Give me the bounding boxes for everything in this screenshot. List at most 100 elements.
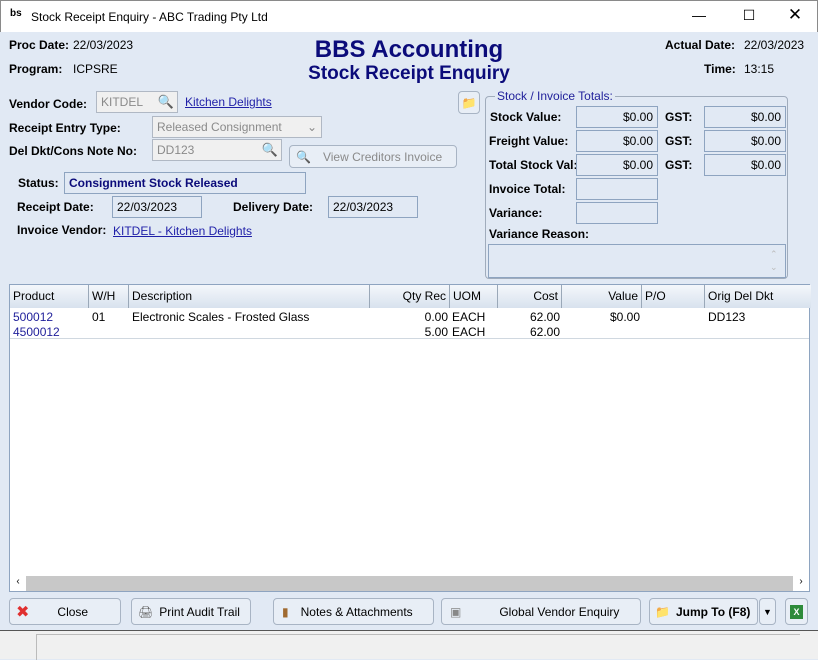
- clipboard-icon: ▮: [282, 604, 289, 619]
- folder-add-icon[interactable]: 📁: [458, 91, 480, 114]
- scroll-left-arrow[interactable]: ‹: [10, 576, 26, 591]
- jump-to-button[interactable]: 📁 Jump To (F8): [649, 598, 758, 625]
- vendor-code-value: KITDEL: [101, 95, 144, 109]
- close-button[interactable]: ✖ Close: [9, 598, 121, 625]
- warehouse: 01: [92, 310, 106, 324]
- app-title: BBS Accounting: [314, 36, 504, 63]
- scroll-right-arrow[interactable]: ›: [793, 576, 809, 591]
- receipt-lines-grid: Product W/H Description Qty Rec UOM Cost…: [9, 284, 811, 592]
- uom: EACH: [452, 310, 486, 324]
- cost: 62.00: [529, 310, 560, 324]
- view-invoice-label: View Creditors Invoice: [322, 149, 443, 164]
- col-value[interactable]: Value: [562, 285, 642, 308]
- invoice-vendor-label: Invoice Vendor:: [17, 223, 107, 237]
- search-icon[interactable]: 🔍: [157, 94, 174, 109]
- excel-icon: X: [790, 604, 803, 619]
- freight-value: $0.00: [576, 130, 658, 152]
- variance-reason-field[interactable]: [488, 244, 786, 278]
- view-creditors-invoice-button[interactable]: 🔍 View Creditors Invoice: [289, 145, 457, 168]
- delivery-date-label: Delivery Date:: [233, 200, 314, 214]
- description: Electronic Scales - Frosted Glass: [132, 310, 310, 324]
- print-label: Print Audit Trail: [159, 604, 240, 619]
- status-label: Status:: [18, 176, 59, 190]
- caret-down-icon: ▼: [763, 606, 772, 617]
- folder-icon: 📁: [655, 604, 670, 619]
- invoice-vendor-link[interactable]: KITDEL - Kitchen Delights: [113, 224, 252, 238]
- screen-title: Stock Receipt Enquiry: [308, 63, 510, 84]
- textarea-scroll-arrows[interactable]: ⌃ ⌄: [770, 249, 778, 272]
- horizontal-scrollbar[interactable]: ‹ ›: [10, 576, 809, 591]
- totals-legend: Stock / Invoice Totals:: [495, 89, 615, 103]
- col-uom[interactable]: UOM: [450, 285, 498, 308]
- uom: EACH: [452, 325, 486, 339]
- status-bar: [0, 630, 818, 660]
- invoice-total: [576, 178, 658, 200]
- maximize-button[interactable]: ☐: [742, 7, 756, 23]
- receipt-date-label: Receipt Date:: [17, 200, 94, 214]
- global-vendor-enquiry-button[interactable]: ▣ Global Vendor Enquiry: [441, 598, 641, 625]
- program-label: Program:: [9, 62, 63, 76]
- del-dkt-label: Del Dkt/Cons Note No:: [9, 144, 138, 158]
- jump-to-dropdown[interactable]: ▼: [759, 598, 776, 625]
- invoice-total-label: Invoice Total:: [489, 182, 566, 196]
- close-icon: ✖: [16, 603, 30, 621]
- cabinet-icon: ▣: [450, 604, 462, 619]
- gst-total: $0.00: [704, 154, 786, 176]
- gst-freight: $0.00: [704, 130, 786, 152]
- proc-date-label: Proc Date:: [9, 38, 70, 52]
- del-dkt-field[interactable]: DD123 🔍: [152, 139, 282, 161]
- orig-del-dkt: DD123: [708, 310, 746, 324]
- status-field: Consignment Stock Released: [64, 172, 306, 194]
- export-excel-button[interactable]: X: [785, 598, 808, 625]
- value: $0.00: [609, 310, 640, 324]
- receipt-type-value: Released Consignment: [157, 120, 282, 134]
- col-wh[interactable]: W/H: [89, 285, 129, 308]
- bbs-logo-icon: bs: [10, 8, 22, 19]
- gst-label: GST:: [665, 110, 693, 124]
- notes-attachments-button[interactable]: ▮ Notes & Attachments: [273, 598, 434, 625]
- total-stock: $0.00: [576, 154, 658, 176]
- search-icon[interactable]: 🔍: [261, 142, 278, 157]
- variance-reason-label: Variance Reason:: [489, 227, 590, 241]
- col-qty-rec[interactable]: Qty Rec: [370, 285, 450, 308]
- delivery-date-field: 22/03/2023: [328, 196, 418, 218]
- product-code: 4500012: [13, 325, 60, 339]
- stock-value-label: Stock Value:: [490, 110, 562, 124]
- gst-label: GST:: [665, 158, 693, 172]
- qty-rec: 0.00: [424, 310, 448, 324]
- col-cost[interactable]: Cost: [498, 285, 562, 308]
- notes-label: Notes & Attachments: [300, 604, 413, 619]
- qty-rec: 5.00: [424, 325, 448, 339]
- actual-date-label: Actual Date:: [665, 38, 736, 52]
- total-stock-label: Total Stock Val:: [489, 158, 578, 172]
- vendor-name-link[interactable]: Kitchen Delights: [185, 95, 272, 109]
- actual-date: 22/03/2023: [744, 38, 805, 52]
- receipt-date-field: 22/03/2023: [112, 196, 202, 218]
- col-orig-del-dkt[interactable]: Orig Del Dkt: [705, 285, 811, 308]
- printer-icon: 🖨: [138, 604, 154, 619]
- table-row[interactable]: 500012 4500012 01 Electronic Scales - Fr…: [10, 308, 809, 339]
- time: 13:15: [744, 62, 775, 76]
- product-code: 500012: [13, 310, 54, 324]
- title-bar: bs Stock Receipt Enquiry - ABC Trading P…: [0, 0, 818, 32]
- cost: 62.00: [529, 325, 560, 339]
- freight-value-label: Freight Value:: [489, 134, 569, 148]
- search-icon: 🔍: [296, 149, 311, 164]
- totals-group: [485, 96, 788, 279]
- gst-stock: $0.00: [704, 106, 786, 128]
- chevron-down-icon: ⌄: [306, 120, 317, 134]
- col-product[interactable]: Product: [10, 285, 89, 308]
- close-window-button[interactable]: ✕: [787, 5, 803, 24]
- print-audit-trail-button[interactable]: 🖨 Print Audit Trail: [131, 598, 251, 625]
- vendor-code-field[interactable]: KITDEL 🔍: [96, 91, 178, 113]
- minimize-button[interactable]: —: [692, 7, 706, 23]
- del-dkt-value: DD123: [157, 143, 195, 157]
- status-panel: [36, 634, 800, 660]
- col-description[interactable]: Description: [129, 285, 370, 308]
- receipt-type-select[interactable]: Released Consignment ⌄: [152, 116, 322, 138]
- stock-value: $0.00: [576, 106, 658, 128]
- col-po[interactable]: P/O: [642, 285, 705, 308]
- vendor-code-label: Vendor Code:: [9, 97, 88, 111]
- time-label: Time:: [704, 62, 736, 76]
- variance: [576, 202, 658, 224]
